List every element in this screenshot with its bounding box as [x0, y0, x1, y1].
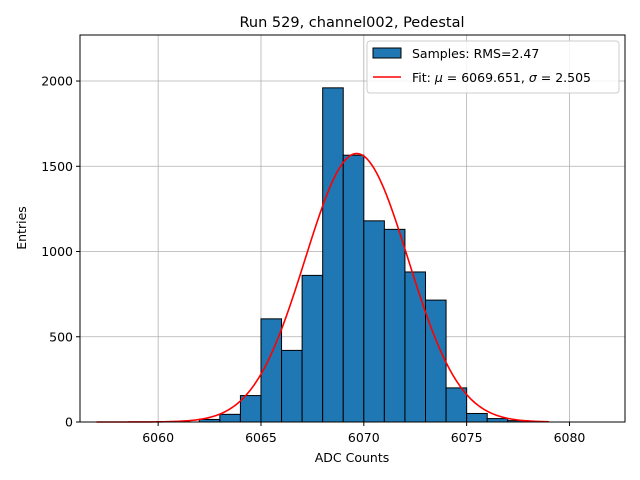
histogram-bar	[219, 413, 241, 423]
histogram-bar	[260, 318, 283, 423]
histogram-bar	[486, 418, 509, 423]
legend-swatch-samples	[372, 47, 402, 59]
legend-label-samples: Samples: RMS=2.47	[412, 46, 539, 61]
legend-box	[366, 40, 620, 94]
histogram-bar	[445, 387, 468, 423]
legend-fit-sigma-eq: =	[537, 70, 555, 85]
histogram-bar	[404, 271, 427, 423]
histogram-bar	[301, 274, 324, 423]
legend-fit-sigma-symbol: σ	[529, 70, 538, 85]
histogram-bar	[239, 395, 262, 423]
legend: Samples: RMS=2.47 Fit: μ = 6069.651, σ =…	[366, 40, 620, 94]
histogram-bar	[425, 299, 447, 423]
x-tick-label: 6075	[451, 430, 483, 445]
y-tick-label: 1000	[41, 244, 73, 259]
x-axis: 6060 6065 6070 6075 6080	[142, 422, 585, 445]
histogram-bar	[281, 349, 303, 423]
chart-title: Run 529, channel002, Pedestal	[239, 15, 464, 31]
legend-fit-sigma-value: 2.505	[555, 70, 591, 85]
histogram-bar	[383, 228, 406, 423]
y-tick-label: 1500	[41, 159, 73, 174]
histogram-bar	[466, 412, 488, 423]
x-axis-label: ADC Counts	[315, 450, 390, 465]
y-tick-label: 2000	[41, 74, 73, 89]
y-tick-label: 500	[49, 329, 73, 344]
x-tick-label: 6070	[348, 430, 380, 445]
legend-fit-mu-value: 6069.651	[461, 70, 521, 85]
histogram-bar	[322, 87, 344, 423]
plot-frame	[79, 34, 626, 423]
y-axis: 0 500 1000 1500 2000	[41, 74, 80, 430]
legend-label-fit: Fit: μ = 6069.651, σ = 2.505	[412, 70, 591, 85]
x-tick-label: 6065	[245, 430, 277, 445]
histogram-bar	[363, 220, 385, 423]
legend-fit-mu-symbol: μ	[434, 70, 443, 85]
x-tick-label: 6080	[554, 430, 586, 445]
y-axis-label: Entries	[14, 206, 29, 250]
y-tick-label: 0	[65, 415, 73, 430]
x-tick-label: 6060	[142, 430, 174, 445]
histogram-bar	[342, 154, 365, 423]
legend-fit-mu-eq: =	[443, 70, 461, 85]
legend-fit-prefix: Fit:	[412, 70, 435, 85]
legend-fit-sep: ,	[521, 70, 529, 85]
